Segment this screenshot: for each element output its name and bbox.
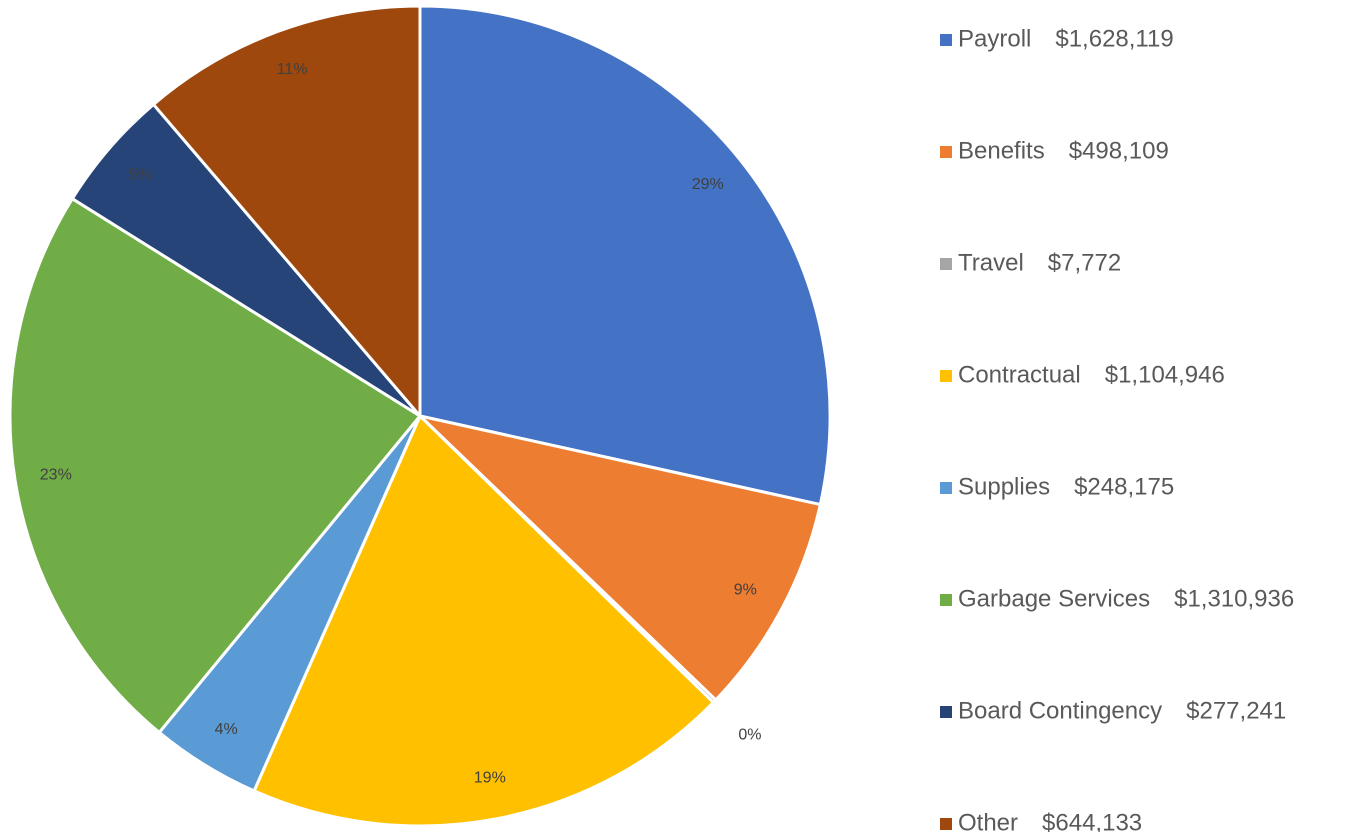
- legend-swatch: [940, 594, 952, 606]
- legend-value: $248,175: [1074, 473, 1174, 500]
- legend-value: $7,772: [1048, 249, 1121, 276]
- legend-label: Supplies: [958, 473, 1050, 500]
- pie-slice: [418, 4, 832, 507]
- legend-label: Other: [958, 809, 1018, 832]
- data-label: 29%: [692, 176, 724, 193]
- data-label: 0%: [738, 727, 761, 744]
- data-label: 19%: [474, 770, 506, 787]
- legend-swatch: [940, 818, 952, 830]
- legend-swatch: [940, 146, 952, 158]
- legend-label: Benefits: [958, 137, 1045, 164]
- data-label: 5%: [129, 166, 152, 183]
- pie-slice: [415, 413, 823, 703]
- legend-swatch: [940, 258, 952, 270]
- legend-swatch: [940, 34, 952, 46]
- legend-label: Travel: [958, 249, 1024, 276]
- data-label: 9%: [734, 581, 757, 598]
- pie-slice: [252, 413, 716, 828]
- legend-swatch: [940, 482, 952, 494]
- legend-value: $498,109: [1069, 137, 1169, 164]
- legend-label: Board Contingency: [958, 697, 1162, 724]
- pie-slice: [151, 4, 422, 421]
- data-label: 4%: [215, 721, 238, 738]
- legend-swatch: [940, 370, 952, 382]
- pie-slice: [8, 196, 423, 735]
- legend-label: Payroll: [958, 25, 1031, 52]
- data-label: 23%: [40, 467, 72, 484]
- legend-value: $644,133: [1042, 809, 1142, 832]
- data-label: 11%: [277, 61, 308, 78]
- legend-value: $277,241: [1186, 697, 1286, 724]
- legend-value: $1,310,936: [1174, 585, 1294, 612]
- legend-label: Garbage Services: [958, 585, 1150, 612]
- legend-value: $1,628,119: [1055, 25, 1173, 52]
- legend-swatch: [940, 706, 952, 718]
- legend-label: Contractual: [958, 361, 1081, 388]
- legend-value: $1,104,946: [1105, 361, 1225, 388]
